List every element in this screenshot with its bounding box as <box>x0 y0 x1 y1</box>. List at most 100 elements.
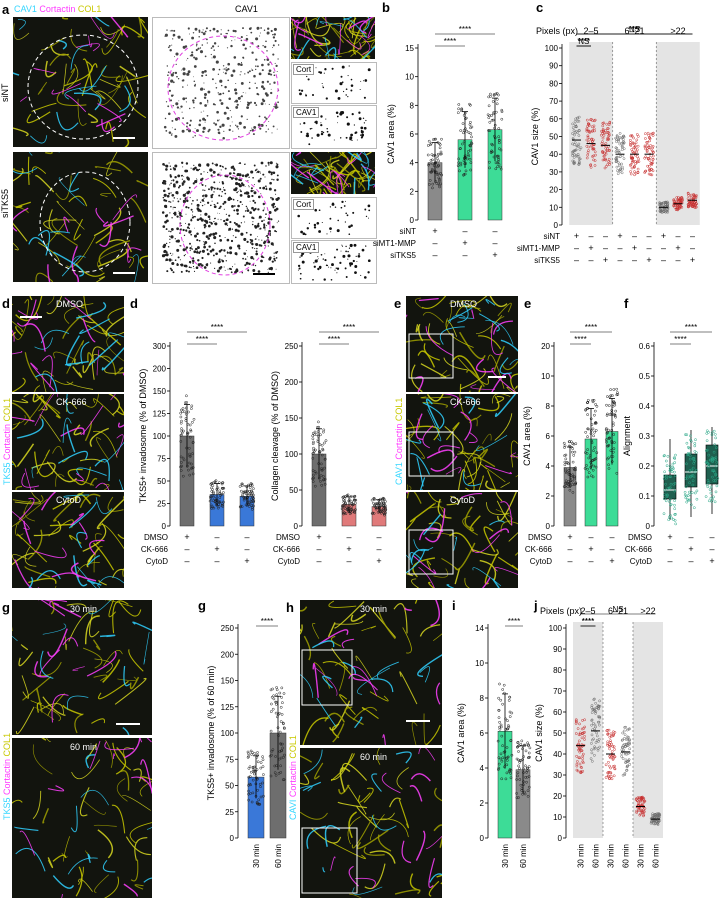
data-point <box>664 499 668 503</box>
data-point <box>501 744 504 748</box>
data-point <box>250 751 254 754</box>
data-point <box>281 756 285 759</box>
data-point <box>621 141 625 145</box>
data-point <box>706 479 710 482</box>
data-point <box>488 166 491 170</box>
data-point <box>685 494 688 498</box>
data-point <box>527 756 531 759</box>
sig-label: **** <box>578 37 590 46</box>
data-point <box>470 125 474 129</box>
data-point <box>247 755 251 758</box>
data-point <box>322 428 326 432</box>
data-point <box>587 471 591 474</box>
data-point <box>660 202 664 205</box>
data-point <box>688 454 692 458</box>
data-point <box>617 149 621 152</box>
data-point <box>522 780 525 784</box>
data-point <box>613 731 617 734</box>
data-point <box>608 437 611 440</box>
data-point <box>574 732 578 735</box>
data-point <box>489 95 492 98</box>
data-point <box>469 168 473 172</box>
data-point <box>607 133 611 137</box>
data-point <box>250 507 254 511</box>
data-point <box>312 450 316 453</box>
data-point <box>494 110 498 114</box>
data-point <box>278 750 282 753</box>
cond-mark: – <box>588 231 593 241</box>
data-point <box>218 489 222 493</box>
y-axis-label: CAV1 size (%) <box>534 704 544 762</box>
y-tick-label: 150 <box>153 387 167 396</box>
data-point <box>498 682 501 686</box>
data-point <box>490 142 494 146</box>
data-point <box>692 506 696 510</box>
data-point <box>600 129 603 133</box>
scale-bar <box>20 316 42 318</box>
cond-mark: + <box>244 556 249 566</box>
data-point <box>573 161 577 165</box>
data-point <box>571 442 574 445</box>
data-point <box>613 748 616 751</box>
data-point <box>384 511 387 515</box>
data-point <box>220 482 224 486</box>
data-point <box>620 738 624 742</box>
data-point <box>572 129 576 132</box>
y-tick-label: 4 <box>546 462 551 471</box>
data-point <box>686 494 690 498</box>
cond-mark: – <box>316 544 321 554</box>
data-point <box>429 159 433 162</box>
data-point <box>564 457 568 461</box>
data-point <box>279 705 283 709</box>
data-point <box>601 127 605 131</box>
data-point <box>577 129 581 132</box>
data-point <box>666 201 670 205</box>
data-point <box>564 453 568 457</box>
data-point <box>353 494 357 498</box>
micrograph-h-60min: 60 min <box>300 748 442 898</box>
data-point <box>381 496 385 500</box>
cond-mark: – <box>346 532 351 542</box>
panel-letter-a: a <box>2 2 10 17</box>
data-point <box>492 111 496 114</box>
data-point <box>191 452 194 456</box>
data-point <box>689 202 692 205</box>
data-point <box>370 512 374 515</box>
data-point <box>590 733 594 737</box>
data-point <box>494 167 498 171</box>
data-point <box>611 423 615 427</box>
data-point <box>241 484 244 487</box>
side-label-e: CAV1 Cortactin COL1 <box>394 397 404 485</box>
data-point <box>616 391 619 394</box>
data-point <box>606 444 610 448</box>
group-label: >22 <box>670 26 685 36</box>
data-point <box>312 448 316 452</box>
data-point <box>281 742 284 746</box>
data-point <box>282 726 286 730</box>
data-point <box>640 803 644 806</box>
data-point <box>629 138 632 142</box>
data-point <box>258 782 262 786</box>
data-point <box>586 135 590 139</box>
cond-mark: + <box>588 243 593 253</box>
data-point <box>519 783 523 787</box>
panel-letter-h: h <box>286 600 294 615</box>
data-point <box>637 157 640 161</box>
data-point <box>633 173 636 177</box>
data-point <box>257 802 260 806</box>
cond-label: CytoD <box>278 557 300 566</box>
data-point <box>695 194 698 197</box>
y-tick-label: 0 <box>646 522 651 531</box>
data-point <box>497 158 501 161</box>
panel-letter-b: b <box>382 0 390 15</box>
data-point <box>488 160 491 164</box>
data-point <box>373 498 376 501</box>
data-point <box>270 749 274 753</box>
data-point <box>314 448 317 452</box>
y-tick-label: 10 <box>405 73 414 82</box>
data-point <box>579 746 583 749</box>
data-point <box>434 137 438 141</box>
scale-bar <box>406 720 430 722</box>
x-tick-label: 60 min <box>652 844 661 868</box>
data-point <box>606 732 610 736</box>
